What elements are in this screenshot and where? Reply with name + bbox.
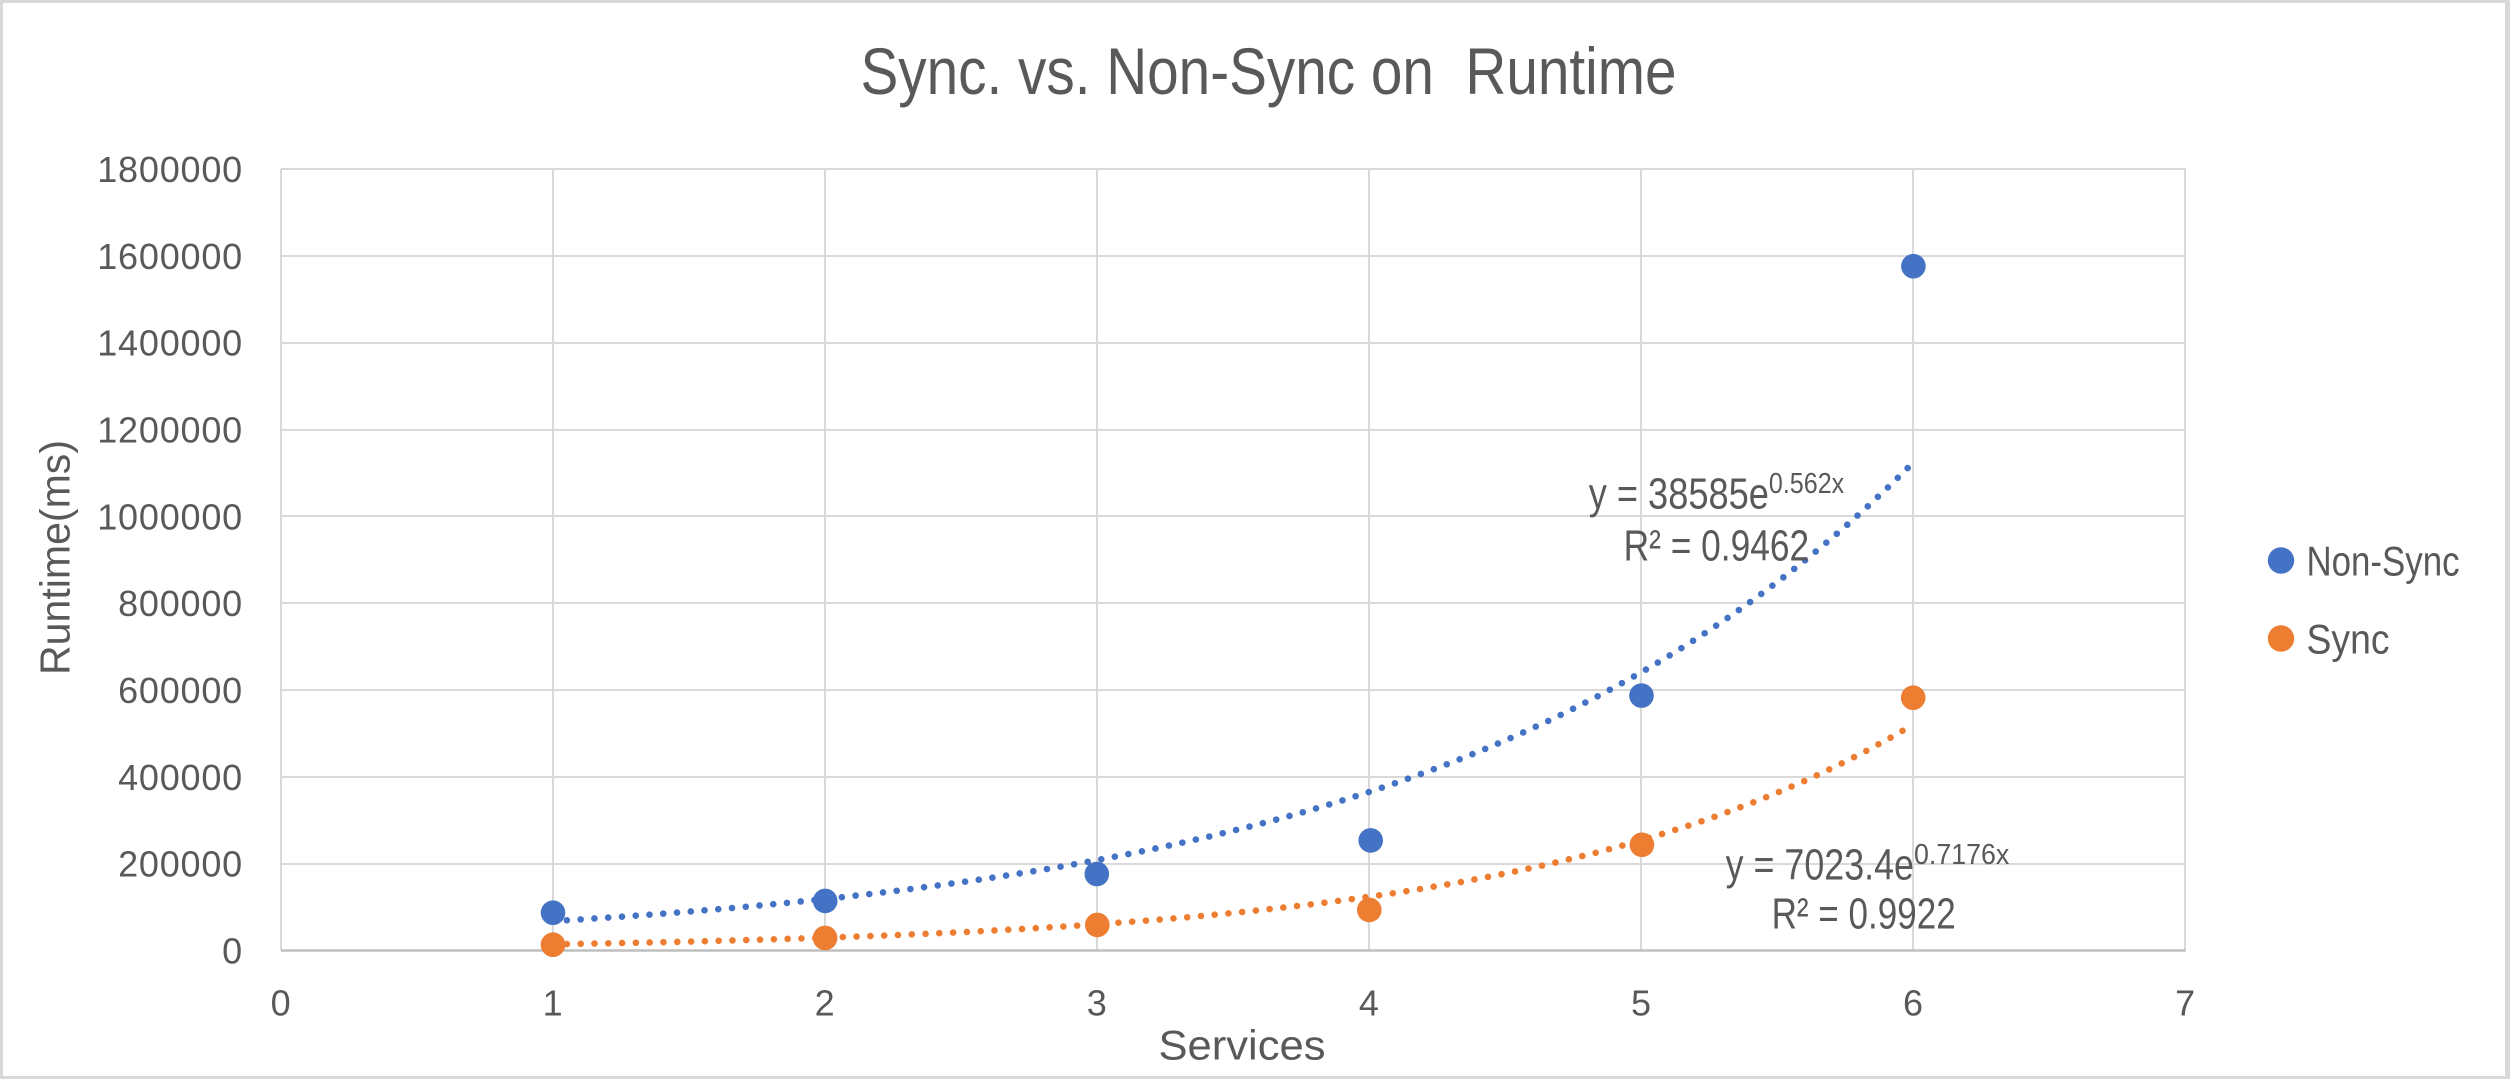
svg-text:y = 7023.4e: y = 7023.4e — [1726, 840, 1914, 889]
svg-text:7: 7 — [2175, 983, 2196, 1024]
svg-text:0.7176x: 0.7176x — [1914, 839, 2010, 871]
svg-text:1200000: 1200000 — [97, 410, 243, 451]
svg-text:4: 4 — [1359, 983, 1380, 1024]
svg-text:Runtime(ms): Runtime(ms) — [32, 440, 79, 675]
svg-text:0.562x: 0.562x — [1769, 468, 1845, 500]
svg-text:1: 1 — [543, 983, 564, 1024]
svg-text:1400000: 1400000 — [97, 323, 243, 364]
svg-text:Sync. vs. Non-Sync on Runtime: Sync. vs. Non-Sync on Runtime — [861, 34, 1677, 108]
svg-text:Non-Sync: Non-Sync — [2307, 538, 2460, 585]
svg-text:R² = 0.9462: R² = 0.9462 — [1624, 521, 1810, 570]
svg-text:6: 6 — [1903, 983, 1924, 1024]
svg-text:y = 38585e: y = 38585e — [1589, 469, 1769, 518]
svg-text:Sync: Sync — [2307, 616, 2390, 663]
svg-text:0: 0 — [271, 983, 292, 1024]
svg-text:3: 3 — [1087, 983, 1108, 1024]
svg-text:400000: 400000 — [118, 757, 243, 798]
svg-text:1000000: 1000000 — [97, 496, 243, 537]
svg-text:800000: 800000 — [118, 583, 243, 624]
svg-text:1600000: 1600000 — [97, 236, 243, 277]
svg-text:600000: 600000 — [118, 670, 243, 711]
svg-text:1800000: 1800000 — [97, 149, 243, 190]
svg-text:0: 0 — [222, 931, 243, 972]
svg-text:2: 2 — [815, 983, 836, 1024]
svg-text:Services: Services — [1159, 1022, 1326, 1069]
svg-text:200000: 200000 — [118, 844, 243, 885]
svg-text:R² = 0.9922: R² = 0.9922 — [1772, 890, 1956, 939]
svg-text:5: 5 — [1631, 983, 1652, 1024]
